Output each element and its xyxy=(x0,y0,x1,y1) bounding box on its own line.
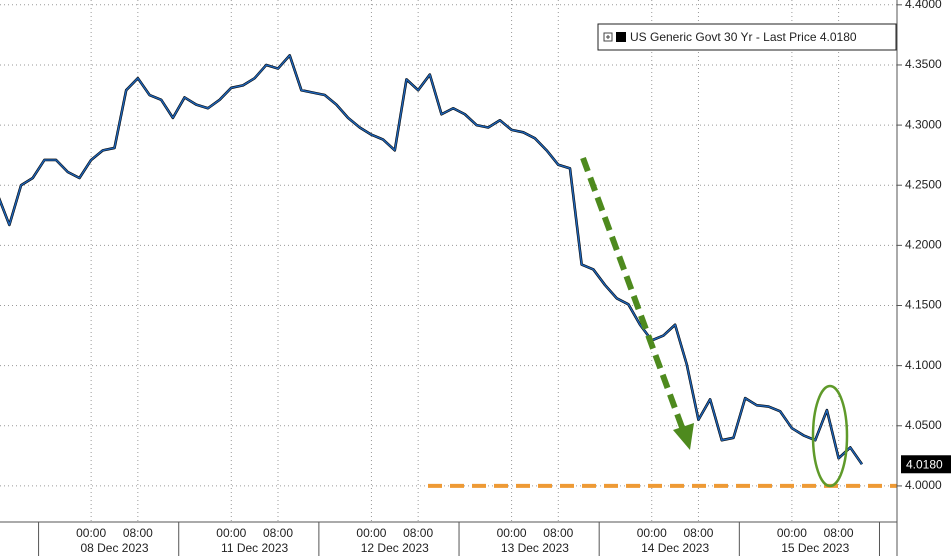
x-tick-label: 00:00 xyxy=(216,526,246,540)
grid xyxy=(0,0,897,522)
price-line xyxy=(0,54,863,465)
legend-label: US Generic Govt 30 Yr - Last Price 4.018… xyxy=(630,30,857,44)
x-date-label: 08 Dec 2023 xyxy=(80,541,148,555)
x-tick-label: 08:00 xyxy=(403,526,433,540)
x-tick-label: 08:00 xyxy=(123,526,153,540)
legend-expand-plus xyxy=(606,35,610,39)
legend-swatch xyxy=(616,32,626,42)
x-date-label: 14 Dec 2023 xyxy=(641,541,709,555)
arrow-head xyxy=(673,423,694,450)
highlight-ellipse xyxy=(811,384,849,488)
x-date-label: 11 Dec 2023 xyxy=(221,541,288,555)
y-tick-label: 4.3000 xyxy=(905,117,942,131)
legend-box xyxy=(597,23,897,51)
x-tick-label: 00:00 xyxy=(356,526,386,540)
y-tick-label: 4.2500 xyxy=(905,177,942,191)
y-tick-label: 4.3500 xyxy=(905,57,942,71)
x-tick-label: 00:00 xyxy=(497,526,527,540)
legend: US Generic Govt 30 Yr - Last Price 4.018… xyxy=(597,23,897,51)
y-tick-label: 4.4000 xyxy=(905,0,942,11)
y-tick-label: 4.1500 xyxy=(905,298,942,312)
x-tick-label: 00:00 xyxy=(637,526,667,540)
last-price-box xyxy=(901,455,951,474)
trend-arrow xyxy=(580,156,686,432)
y-tick-label: 4.0000 xyxy=(905,478,942,492)
x-date-label: 12 Dec 2023 xyxy=(361,541,429,555)
y-tick-label: 4.1000 xyxy=(905,358,942,372)
y-tick-label: 4.0500 xyxy=(905,418,942,432)
x-date-label: 15 Dec 2023 xyxy=(781,541,849,555)
plot xyxy=(0,54,897,488)
x-tick-label: 08:00 xyxy=(683,526,713,540)
x-tick-label: 00:00 xyxy=(76,526,106,540)
x-date-label: 13 Dec 2023 xyxy=(501,541,569,555)
last-price-label: 4.0180 xyxy=(906,457,943,471)
x-tick-label: 00:00 xyxy=(777,526,807,540)
x-tick-label: 08:00 xyxy=(263,526,293,540)
y-tick-label: 4.2000 xyxy=(905,238,942,252)
x-tick-label: 08:00 xyxy=(543,526,573,540)
x-tick-label: 08:00 xyxy=(824,526,854,540)
